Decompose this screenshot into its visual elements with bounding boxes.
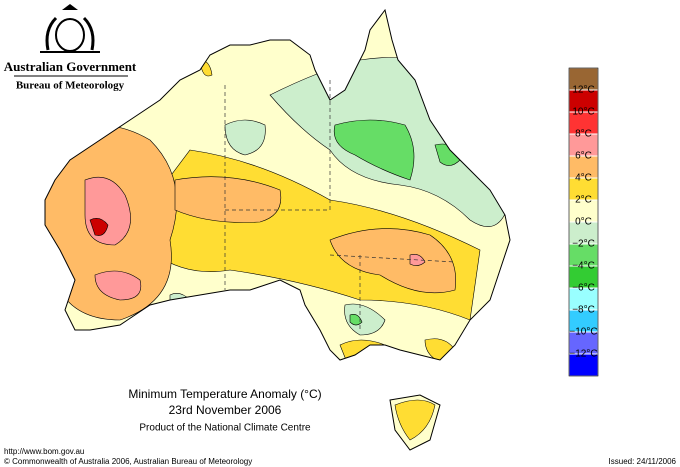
state-borders bbox=[224, 80, 456, 330]
bureau-name: Bureau of Meteorology bbox=[16, 80, 125, 92]
legend-label: 10°C bbox=[572, 107, 594, 118]
crest bbox=[40, 4, 100, 53]
legend-label: 2°C bbox=[575, 195, 592, 206]
legend-label: 12°C bbox=[572, 85, 594, 96]
map-credit: Product of the National Climate Centre bbox=[139, 423, 311, 434]
legend-label: −4°C bbox=[572, 261, 595, 272]
legend-label: 8°C bbox=[575, 129, 592, 140]
map-date: 23rd November 2006 bbox=[169, 403, 282, 417]
legend-label: −6°C bbox=[572, 283, 595, 294]
government-name: Australian Government bbox=[4, 59, 137, 74]
legend-label: 6°C bbox=[575, 151, 592, 162]
map-title: Minimum Temperature Anomaly (°C) bbox=[128, 387, 321, 401]
legend-label: −2°C bbox=[572, 239, 595, 250]
legend-frame bbox=[568, 67, 599, 377]
legend-label: −12°C bbox=[569, 349, 597, 360]
legend-label: −10°C bbox=[569, 327, 597, 338]
footer-url: http://www.bom.gov.au bbox=[4, 447, 84, 456]
footer-issued: Issued: 24/11/2006 bbox=[609, 457, 677, 466]
legend-label: 4°C bbox=[575, 173, 592, 184]
coastline bbox=[44, 8, 511, 451]
legend-label: −8°C bbox=[572, 305, 595, 316]
legend: 12°C 10°C 8°C 6°C 4°C 2°C 0°C −2°C −4°C −6°C −8°C −… bbox=[568, 67, 599, 377]
footer-copyright: © Commonwealth of Australia 2006, Austra… bbox=[4, 457, 252, 466]
legend-label: 0°C bbox=[575, 217, 592, 228]
